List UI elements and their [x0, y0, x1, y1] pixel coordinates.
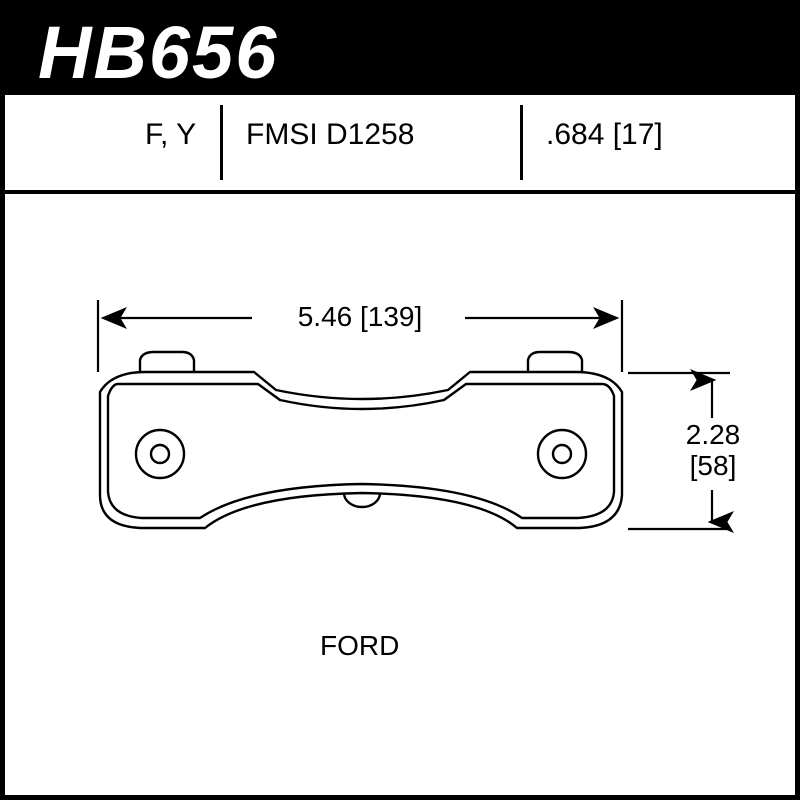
dim-width-line [98, 300, 622, 372]
page-root: HB656 F, Y FMSI D1258 .684 [17] 5.46 [13… [0, 0, 800, 800]
technical-drawing [0, 0, 800, 800]
brake-pad-outline [100, 352, 622, 528]
dim-height-line [628, 373, 730, 529]
